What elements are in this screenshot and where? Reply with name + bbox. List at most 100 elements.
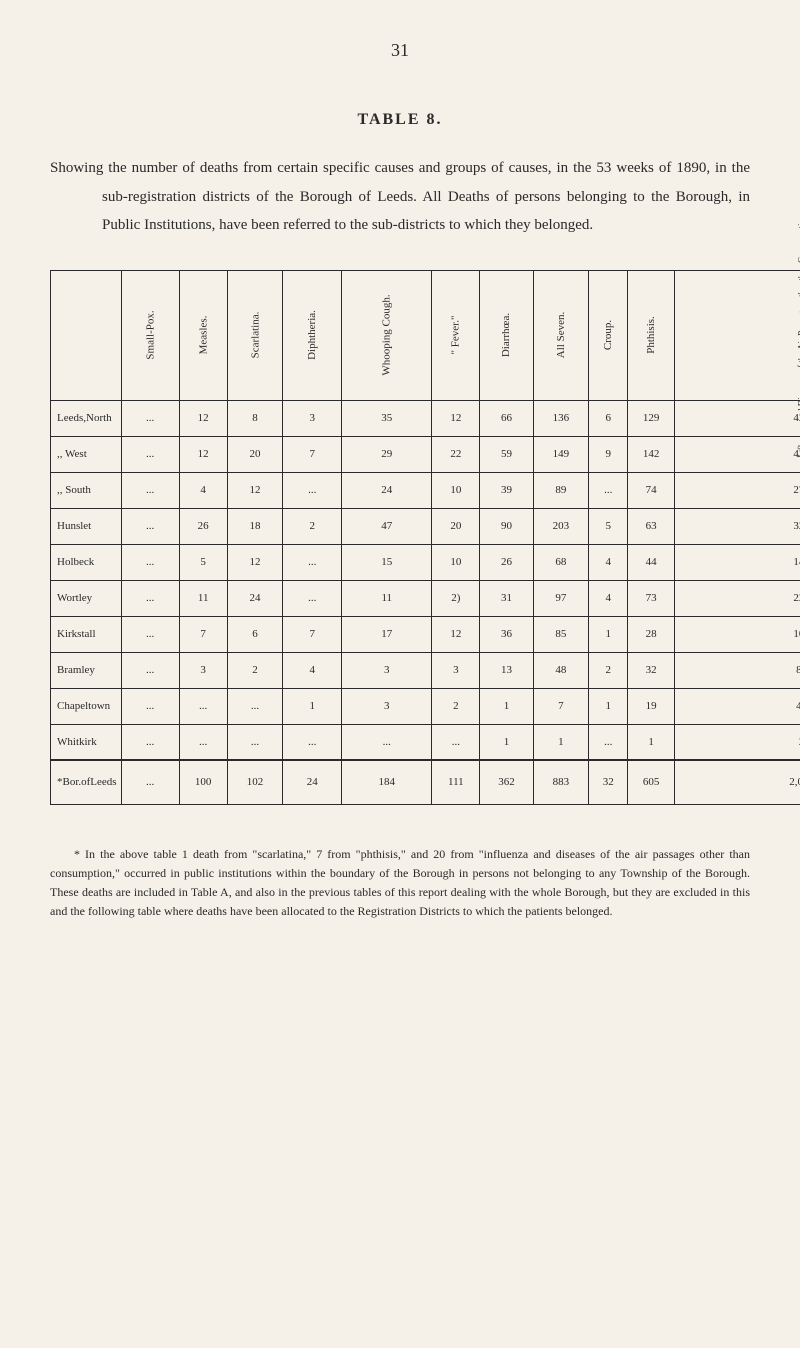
cell-measles: 12: [179, 400, 227, 436]
cell-district: Kirkstall: [51, 616, 122, 652]
cell-diarrhoea: 59: [480, 436, 533, 472]
cell-phthisis: 129: [628, 400, 675, 436]
cell-allseven: 203: [533, 508, 588, 544]
cell-phthisis: 28: [628, 616, 675, 652]
cell-fever: 10: [432, 472, 480, 508]
cell-diphtheria: ...: [283, 580, 342, 616]
table-total-row: *Bor.ofLeeds...1001022418411136288332605…: [51, 760, 800, 804]
total-cell-whooping: 184: [342, 760, 432, 804]
cell-diarrhoea: 13: [480, 652, 533, 688]
cell-diarrhoea: 1: [480, 688, 533, 724]
header-diphtheria: Diphtheria.: [283, 270, 342, 400]
cell-croup: ...: [589, 724, 628, 760]
cell-influenza: 274: [674, 472, 800, 508]
cell-diarrhoea: 66: [480, 400, 533, 436]
cell-scarlatina: ...: [227, 688, 283, 724]
total-cell-phthisis: 605: [628, 760, 675, 804]
cell-allseven: 149: [533, 436, 588, 472]
header-smallpox: Small-Pox.: [121, 270, 179, 400]
cell-phthisis: 63: [628, 508, 675, 544]
cell-whooping: 15: [342, 544, 432, 580]
cell-district: Wortley: [51, 580, 122, 616]
cell-diarrhoea: 36: [480, 616, 533, 652]
cell-croup: 1: [589, 688, 628, 724]
cell-diarrhoea: 31: [480, 580, 533, 616]
cell-smallpox: ...: [121, 652, 179, 688]
cell-diphtheria: 2: [283, 508, 342, 544]
table-row: Holbeck...512...15102668444141Holbeck.: [51, 544, 800, 580]
cell-district: Holbeck: [51, 544, 122, 580]
table-header-row: Small-Pox. Measles. Scarlatina. Diphther…: [51, 270, 800, 400]
cell-fever: 2: [432, 688, 480, 724]
cell-whooping: 17: [342, 616, 432, 652]
cell-measles: 12: [179, 436, 227, 472]
cell-allseven: 7: [533, 688, 588, 724]
cell-diphtheria: 4: [283, 652, 342, 688]
cell-measles: ...: [179, 724, 227, 760]
cell-influenza: 324: [674, 508, 800, 544]
cell-croup: 4: [589, 580, 628, 616]
cell-scarlatina: 8: [227, 400, 283, 436]
header-whooping: Whooping Cough.: [342, 270, 432, 400]
cell-scarlatina: 2: [227, 652, 283, 688]
table-row: Chapeltown.........1321711940Chapeltown.: [51, 688, 800, 724]
total-cell-influenza: 2,048: [674, 760, 800, 804]
cell-scarlatina: 20: [227, 436, 283, 472]
cell-phthisis: 32: [628, 652, 675, 688]
cell-influenza: 107: [674, 616, 800, 652]
total-cell-measles: 100: [179, 760, 227, 804]
cell-district: Leeds,North: [51, 400, 122, 436]
cell-allseven: 97: [533, 580, 588, 616]
cell-whooping: 47: [342, 508, 432, 544]
cell-diphtheria: ...: [283, 544, 342, 580]
cell-allseven: 89: [533, 472, 588, 508]
cell-district: ,, West: [51, 436, 122, 472]
cell-scarlatina: 12: [227, 472, 283, 508]
header-district: [51, 270, 122, 400]
cell-phthisis: 44: [628, 544, 675, 580]
header-influenza: Influenza and Diseases of the Air Passag…: [674, 270, 800, 400]
table-description: Showing the number of deaths from certai…: [50, 154, 750, 240]
cell-fever: 22: [432, 436, 480, 472]
cell-scarlatina: 18: [227, 508, 283, 544]
cell-scarlatina: ...: [227, 724, 283, 760]
total-cell-scarlatina: 102: [227, 760, 283, 804]
cell-fever: 12: [432, 616, 480, 652]
cell-whooping: 3: [342, 652, 432, 688]
cell-whooping: 11: [342, 580, 432, 616]
cell-diarrhoea: 39: [480, 472, 533, 508]
cell-whooping: 3: [342, 688, 432, 724]
cell-district: Hunslet: [51, 508, 122, 544]
header-measles: Measles.: [179, 270, 227, 400]
cell-whooping: 35: [342, 400, 432, 436]
cell-whooping: ...: [342, 724, 432, 760]
table-row: Whitkirk..................11...12¶Whitki…: [51, 724, 800, 760]
table-title: TABLE 8.: [50, 111, 750, 129]
table-row: Kirkstall...76717123685128107Kirkstall.: [51, 616, 800, 652]
page-number: 31: [50, 40, 750, 61]
cell-fever: 12: [432, 400, 480, 436]
cell-croup: ...: [589, 472, 628, 508]
cell-measles: 3: [179, 652, 227, 688]
table-row: ,, South...412...24103989...74274,, Sout…: [51, 472, 800, 508]
cell-fever: 2): [432, 580, 480, 616]
cell-diphtheria: 1: [283, 688, 342, 724]
cell-whooping: 29: [342, 436, 432, 472]
cell-phthisis: 19: [628, 688, 675, 724]
header-croup: Croup.: [589, 270, 628, 400]
cell-fever: 3: [432, 652, 480, 688]
cell-scarlatina: 24: [227, 580, 283, 616]
cell-phthisis: 142: [628, 436, 675, 472]
table-row: Hunslet...26182472090203563324Hunslet.: [51, 508, 800, 544]
cell-fever: 20: [432, 508, 480, 544]
total-cell-croup: 32: [589, 760, 628, 804]
cell-phthisis: 73: [628, 580, 675, 616]
cell-croup: 6: [589, 400, 628, 436]
cell-district: Bramley: [51, 652, 122, 688]
cell-fever: ...: [432, 724, 480, 760]
header-phthisis: Phthisis.: [628, 270, 675, 400]
total-cell-fever: 111: [432, 760, 480, 804]
cell-smallpox: ...: [121, 580, 179, 616]
cell-influenza: 224: [674, 580, 800, 616]
cell-smallpox: ...: [121, 544, 179, 580]
